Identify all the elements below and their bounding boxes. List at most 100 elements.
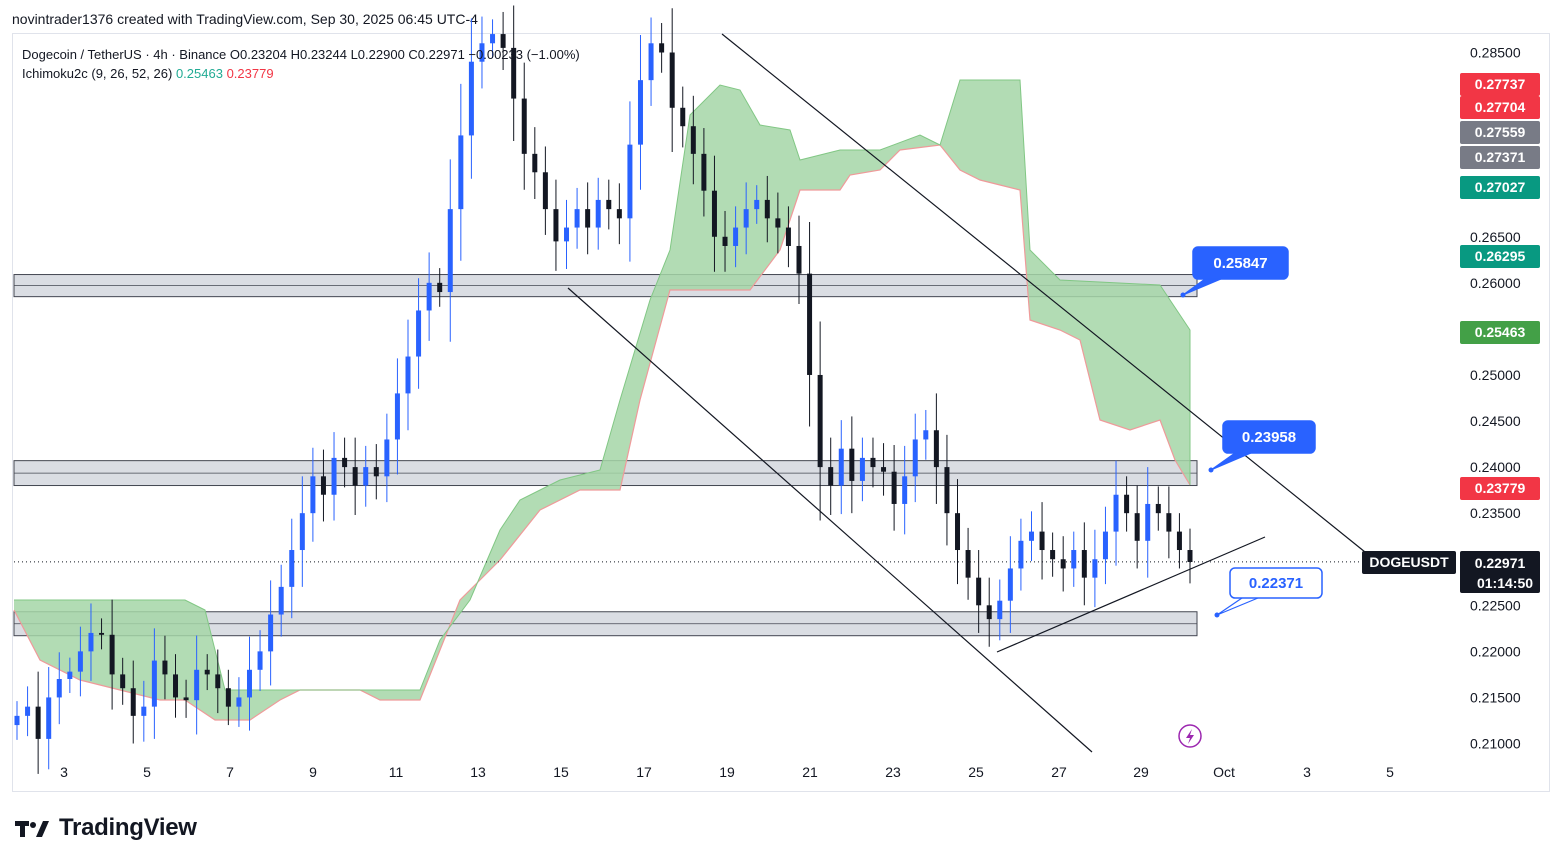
candle[interactable] — [701, 128, 707, 217]
candle[interactable] — [236, 677, 242, 727]
candle[interactable] — [511, 5, 517, 141]
candle[interactable] — [151, 628, 157, 739]
candle[interactable] — [1134, 485, 1140, 569]
candle[interactable] — [416, 278, 422, 389]
candle[interactable] — [532, 127, 538, 199]
candle[interactable] — [1028, 511, 1034, 562]
candle[interactable] — [447, 159, 453, 342]
candle[interactable] — [56, 652, 62, 725]
candle[interactable] — [215, 649, 221, 714]
candle[interactable] — [331, 432, 337, 521]
candle[interactable] — [405, 319, 411, 431]
candle[interactable] — [881, 443, 887, 496]
candle[interactable] — [817, 321, 823, 521]
candle[interactable] — [14, 701, 20, 740]
candle[interactable] — [1102, 506, 1108, 585]
candle[interactable] — [268, 580, 274, 686]
candle[interactable] — [363, 445, 369, 507]
candle[interactable] — [616, 183, 622, 245]
rising-support-line[interactable] — [996, 536, 1266, 653]
price-callout[interactable]: 0.22371 — [1214, 567, 1323, 618]
candle[interactable] — [764, 175, 770, 243]
candle[interactable] — [25, 686, 31, 737]
candle[interactable] — [595, 177, 601, 250]
candle[interactable] — [648, 17, 654, 106]
candle[interactable] — [1060, 536, 1066, 592]
candle[interactable] — [162, 635, 168, 700]
candle[interactable] — [1007, 536, 1013, 633]
candle[interactable] — [828, 437, 834, 516]
candle[interactable] — [775, 192, 781, 254]
candle[interactable] — [194, 635, 200, 735]
candle[interactable] — [785, 206, 791, 268]
price-callout[interactable]: 0.23958 — [1208, 420, 1316, 473]
candle[interactable] — [585, 182, 591, 255]
candle[interactable] — [986, 577, 992, 647]
candle[interactable] — [384, 413, 390, 503]
candle[interactable] — [310, 447, 316, 542]
candle[interactable] — [1166, 486, 1172, 559]
candle[interactable] — [109, 599, 115, 710]
upper-channel-line[interactable] — [721, 33, 1366, 553]
candle[interactable] — [997, 579, 1003, 641]
candle[interactable] — [320, 449, 326, 522]
candle[interactable] — [1124, 476, 1130, 532]
candle[interactable] — [521, 62, 527, 190]
candle[interactable] — [796, 215, 802, 305]
candle[interactable] — [606, 179, 612, 230]
candle[interactable] — [468, 18, 474, 179]
candle[interactable] — [1176, 513, 1182, 569]
candle[interactable] — [944, 434, 950, 546]
candle[interactable] — [1050, 532, 1056, 577]
candle[interactable] — [627, 101, 633, 262]
candle[interactable] — [373, 444, 379, 500]
candle[interactable] — [46, 667, 52, 770]
candle[interactable] — [225, 669, 231, 726]
price-callout[interactable]: 0.25847 — [1180, 246, 1289, 298]
candle[interactable] — [933, 393, 939, 504]
candle[interactable] — [1145, 467, 1151, 578]
candle[interactable] — [77, 626, 83, 697]
candle[interactable] — [542, 146, 548, 235]
candle[interactable] — [955, 479, 961, 585]
candle[interactable] — [352, 437, 358, 516]
tradingview-brand[interactable]: TradingView — [15, 814, 197, 842]
candle[interactable] — [67, 657, 73, 694]
candle[interactable] — [807, 222, 813, 427]
candle[interactable] — [141, 680, 147, 742]
candle[interactable] — [394, 358, 400, 475]
chart-frame[interactable] — [12, 33, 1550, 792]
candle[interactable] — [912, 413, 918, 503]
candle[interactable] — [173, 654, 179, 718]
candle[interactable] — [479, 16, 485, 89]
candle[interactable] — [1187, 528, 1193, 584]
candle[interactable] — [204, 654, 210, 691]
candle[interactable] — [490, 19, 496, 59]
candle[interactable] — [574, 187, 580, 249]
candle[interactable] — [859, 437, 865, 502]
candle[interactable] — [1092, 529, 1098, 608]
candle[interactable] — [130, 660, 136, 744]
candle[interactable] — [458, 83, 464, 261]
candle[interactable] — [743, 182, 749, 255]
candle[interactable] — [437, 268, 443, 307]
candle[interactable] — [257, 630, 263, 691]
candle[interactable] — [35, 671, 41, 774]
candle[interactable] — [299, 476, 305, 587]
lower-channel-line[interactable] — [567, 287, 1093, 753]
last-price-tag[interactable]: 0.22971 01:14:50 — [1460, 551, 1540, 593]
candle[interactable] — [891, 444, 897, 531]
candle[interactable] — [637, 34, 643, 190]
candle[interactable] — [183, 679, 189, 718]
candle[interactable] — [838, 420, 844, 515]
candle[interactable] — [965, 527, 971, 600]
candle[interactable] — [1113, 460, 1119, 566]
candle[interactable] — [500, 11, 506, 71]
candle[interactable] — [1039, 502, 1045, 580]
candle[interactable] — [669, 8, 675, 153]
candle[interactable] — [99, 618, 105, 650]
candle[interactable] — [1081, 522, 1087, 606]
candle[interactable] — [923, 409, 929, 460]
candle[interactable] — [754, 185, 760, 224]
